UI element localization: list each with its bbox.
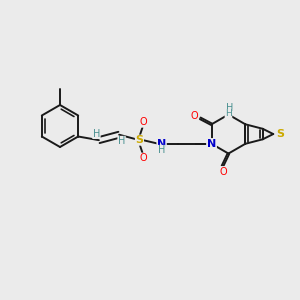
Text: H: H: [158, 146, 165, 155]
Text: O: O: [139, 153, 147, 163]
Text: O: O: [191, 111, 199, 121]
Text: N: N: [157, 139, 166, 149]
Text: H: H: [93, 128, 100, 139]
Text: N: N: [207, 139, 216, 149]
Text: H: H: [225, 110, 232, 118]
Text: O: O: [219, 167, 227, 176]
Text: H: H: [118, 136, 125, 146]
Text: O: O: [139, 117, 147, 127]
Text: N: N: [207, 139, 216, 149]
Text: S: S: [276, 129, 284, 139]
Text: H: H: [226, 103, 234, 113]
Text: S: S: [135, 135, 143, 145]
